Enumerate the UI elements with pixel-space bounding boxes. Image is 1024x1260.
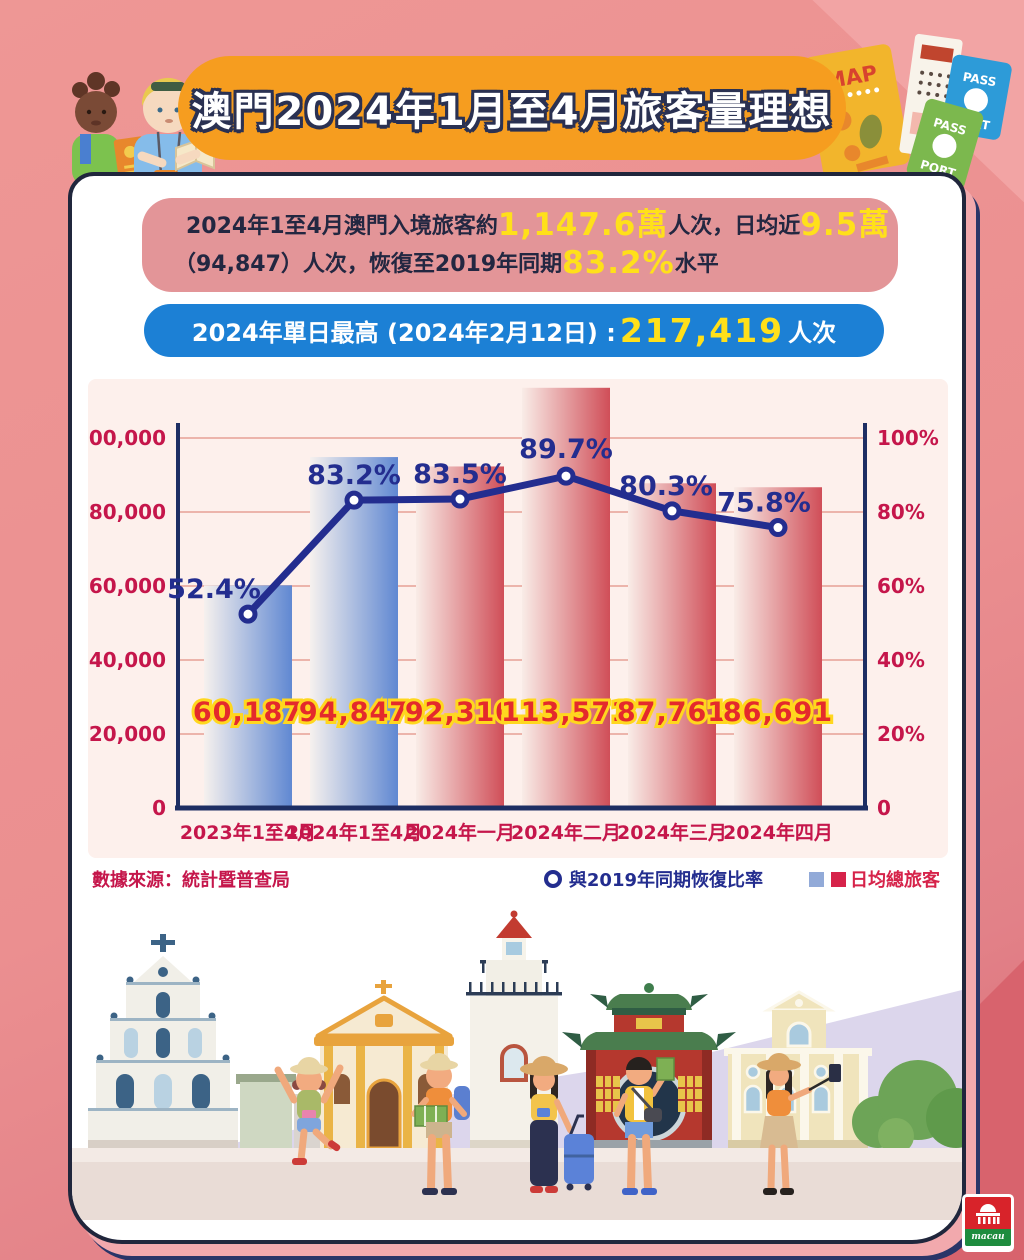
left-axis-tick: 80,000 xyxy=(89,500,166,524)
percent-label: 83.2% xyxy=(307,460,401,491)
line-marker xyxy=(450,489,470,509)
summary-box: 2024年1至4月澳門入境旅客約1,147.6萬人次，日均近9.5萬 （94,8… xyxy=(142,198,898,292)
bar-value-label: 86,691 xyxy=(723,697,833,728)
blue-bar-swatch-icon xyxy=(809,871,824,887)
logo-wordmark: macau xyxy=(965,1229,1011,1246)
legend-line-series: 與2019年同期恢復比率 xyxy=(543,866,763,892)
right-axis-tick: 60% xyxy=(877,574,925,598)
right-axis-tick: 40% xyxy=(877,648,925,672)
svg-text:PASS: PASS xyxy=(962,70,998,90)
bar-value-label: 94,847 xyxy=(299,697,409,728)
bar-2024年一月 xyxy=(416,466,504,808)
peak-suffix: 人次 xyxy=(788,319,837,347)
left-axis-tick: 20,000 xyxy=(89,722,166,746)
percent-label: 80.3% xyxy=(619,471,713,502)
lattice-window xyxy=(678,1076,702,1112)
peak-value: 217,419 xyxy=(619,311,785,350)
line-marker-icon xyxy=(543,870,562,888)
line-marker xyxy=(768,518,788,538)
bar-value-label: 87,761 xyxy=(617,697,727,728)
line-marker xyxy=(556,466,576,486)
right-axis-tick: 80% xyxy=(877,500,925,524)
lattice-window xyxy=(596,1076,620,1112)
bar-2024年二月 xyxy=(522,387,610,808)
suitcase-icon xyxy=(564,1114,594,1191)
tourist-yellow-jacket-man xyxy=(614,1057,675,1195)
map-icon xyxy=(656,1057,675,1081)
line-marker xyxy=(238,604,258,624)
right-axis-tick: 0 xyxy=(877,796,891,820)
title-banner: 澳門2024年1月至4月旅客量理想 xyxy=(178,56,846,160)
summary-line-1: 2024年1至4月澳門入境旅客約1,147.6萬人次，日均近9.5萬 xyxy=(186,207,891,243)
x-axis-label: 2023年1至4月 xyxy=(180,821,316,844)
left-axis-tick: 40,000 xyxy=(89,648,166,672)
macau-landmarks-illustration xyxy=(72,910,962,1220)
line-marker xyxy=(662,501,682,521)
content-card: 2024年1至4月澳門入境旅客約1,147.6萬人次，日均近9.5萬 （94,8… xyxy=(68,172,966,1244)
camera-icon xyxy=(302,1110,316,1119)
percent-label: 83.5% xyxy=(413,459,507,490)
camera-icon xyxy=(537,1108,550,1117)
chart-panel: 60,187 94,847 92,310 113,571 87,761 86,691 52.… xyxy=(88,379,948,858)
ruins-of-st-pauls xyxy=(88,934,238,1148)
x-axis-label: 2024年二月 xyxy=(511,821,621,844)
daily-peak-banner: 2024年單日最高 (2024年2月12日) : 217,419 人次 xyxy=(144,304,884,357)
tourist-selfie-woman xyxy=(757,1053,841,1195)
bar-value-label: 113,571 xyxy=(501,697,631,728)
percent-label: 75.8% xyxy=(717,488,811,519)
st-pauls-facade-glyph xyxy=(976,1204,1000,1224)
peak-prefix: 2024年單日最高 (2024年2月12日) : xyxy=(191,319,616,347)
recovery-rate-line xyxy=(245,472,779,617)
left-axis-tick: 60,000 xyxy=(89,574,166,598)
bar-value-label: 60,187 xyxy=(193,697,303,728)
selfie-stick-icon xyxy=(808,1064,841,1092)
legend-bar-label: 日均總旅客 xyxy=(850,870,940,891)
x-axis-label: 2024年一月 xyxy=(405,821,515,844)
summary-line-2: （94,847）人次，恢復至2019年同期83.2%水平 xyxy=(174,245,719,281)
tourist-map-man xyxy=(411,1053,470,1195)
highlight-total-visitors: 1,147.6萬 xyxy=(497,207,669,243)
bar-2024年三月 xyxy=(628,483,716,808)
tourist-suitcase-woman xyxy=(520,1056,594,1193)
x-axis-label: 2024年1至4月 xyxy=(286,821,422,844)
page-title: 澳門2024年1月至4月旅客量理想 xyxy=(191,89,833,135)
legend-line-label: 與2019年同期恢復比率 xyxy=(568,870,763,891)
logo-emblem xyxy=(965,1197,1011,1229)
guia-lighthouse xyxy=(466,910,562,1148)
tourist-jumping-woman xyxy=(274,1057,344,1165)
data-source: 數據來源：統計暨普查局 xyxy=(92,870,290,891)
x-axis-label: 2024年三月 xyxy=(617,821,727,844)
right-axis-tick: 100% xyxy=(877,426,939,450)
bar-2024年四月 xyxy=(734,487,822,808)
left-axis-tick: 0 xyxy=(152,796,166,820)
legend-row: 數據來源：統計暨普查局 與2019年同期恢復比率 日均總旅客 xyxy=(92,866,940,892)
bushes xyxy=(852,1060,962,1154)
left-axis-tick: 100,000 xyxy=(88,426,166,450)
highlight-recovery-rate: 83.2% xyxy=(562,245,675,281)
line-marker xyxy=(344,490,364,510)
sidewalk xyxy=(72,1148,962,1162)
percent-label: 52.4% xyxy=(167,574,261,605)
colonial-building xyxy=(724,990,872,1148)
bar-2024年1至4月 xyxy=(310,457,398,808)
bar-value-label: 92,310 xyxy=(405,697,515,728)
red-bar-swatch-icon xyxy=(831,871,846,887)
x-axis-label: 2024年四月 xyxy=(723,821,833,844)
percent-label: 89.7% xyxy=(519,434,613,465)
legend-items: 與2019年同期恢復比率 日均總旅客 xyxy=(543,866,940,892)
passport-green-icon: PASS PORT xyxy=(906,98,984,190)
shoulder-bag-icon xyxy=(644,1108,662,1122)
legend-bar-series: 日均總旅客 xyxy=(809,866,940,892)
right-axis-tick: 20% xyxy=(877,722,925,746)
macau-tourism-logo: macau xyxy=(962,1194,1014,1252)
highlight-daily-average: 9.5萬 xyxy=(800,207,891,243)
